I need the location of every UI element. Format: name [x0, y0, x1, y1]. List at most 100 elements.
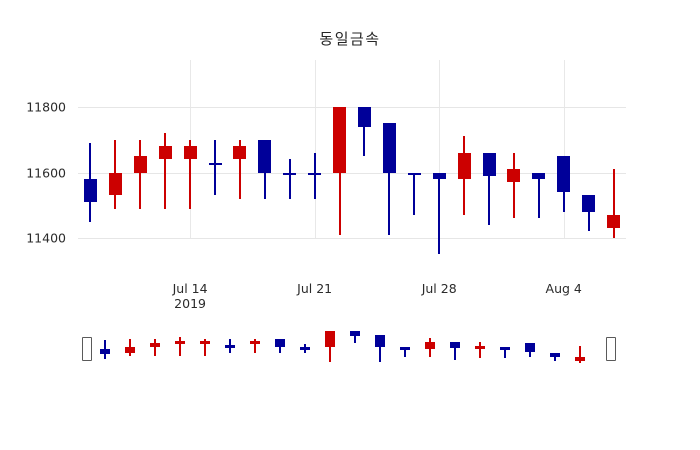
navigator-candle-wick	[453, 342, 456, 360]
candle-body	[158, 146, 172, 160]
navigator-candle-wick	[553, 352, 556, 362]
navigator-candle-body	[399, 347, 410, 350]
candlestick[interactable]	[233, 60, 247, 285]
candlestick[interactable]	[557, 60, 571, 285]
navigator[interactable]	[78, 325, 626, 371]
gridline-horizontal	[78, 172, 626, 174]
y-axis-tick-label: 11400	[26, 230, 66, 246]
candle-body	[333, 107, 347, 173]
navigator-candle-body	[324, 331, 335, 347]
navigator-candle-body	[249, 340, 260, 344]
navigator-candlestick	[349, 325, 360, 371]
candle-body	[607, 215, 621, 229]
x-axis-tick-date: Jul 14	[172, 281, 208, 296]
navigator-candlestick	[424, 325, 435, 371]
candlestick[interactable]	[258, 60, 272, 285]
x-axis-tick-label: Aug 4	[546, 281, 582, 296]
navigator-candle-body	[274, 339, 285, 347]
navigator-candlestick	[249, 325, 260, 371]
candlestick[interactable]	[407, 60, 421, 285]
x-axis-tick-label: Jul 28	[422, 281, 457, 296]
candlestick[interactable]	[158, 60, 172, 285]
candle-body	[407, 172, 421, 175]
candle-wick	[189, 139, 192, 209]
navigator-candle-wick	[578, 346, 581, 363]
x-axis-tick-label: Jul 14 2019	[173, 281, 208, 311]
candle-wick	[438, 172, 441, 255]
navigator-candle-body	[549, 352, 560, 357]
navigator-candlestick	[99, 325, 110, 371]
navigator-candle-body	[224, 344, 235, 348]
navigator-candlestick	[524, 325, 535, 371]
navigator-candle-body	[449, 342, 460, 348]
y-axis-tick-label: 11600	[26, 165, 66, 180]
candlestick[interactable]	[432, 60, 446, 285]
candle-body	[208, 162, 222, 165]
candle-wick	[537, 172, 540, 219]
candlestick[interactable]	[133, 60, 147, 285]
candle-body	[258, 139, 272, 173]
navigator-candlestick	[474, 325, 485, 371]
navigator-candle-body	[524, 343, 535, 352]
navigator-candle-body	[574, 357, 585, 361]
candlestick[interactable]	[457, 60, 471, 285]
navigator-left-handle[interactable]	[82, 337, 92, 361]
candlestick[interactable]	[83, 60, 97, 285]
candlestick[interactable]	[482, 60, 496, 285]
candlestick[interactable]	[507, 60, 521, 285]
candlestick[interactable]	[607, 60, 621, 285]
candlestick[interactable]	[333, 60, 347, 285]
candle-body	[83, 179, 97, 202]
candlestick[interactable]	[183, 60, 197, 285]
navigator-candlestick	[499, 325, 510, 371]
candle-body	[108, 172, 122, 196]
navigator-right-handle[interactable]	[606, 337, 616, 361]
candlestick[interactable]	[108, 60, 122, 285]
candle-body	[482, 152, 496, 176]
navigator-candle-body	[199, 340, 210, 344]
candle-body	[233, 146, 247, 160]
candlestick[interactable]	[308, 60, 322, 285]
navigator-candle-body	[424, 342, 435, 349]
candle-wick	[413, 172, 416, 216]
y-axis-tick-label: 11800	[26, 99, 66, 115]
gridline-vertical	[439, 60, 441, 238]
candle-body	[457, 152, 471, 180]
candle-wick	[139, 139, 142, 209]
navigator-candle-wick	[203, 339, 206, 356]
candlestick[interactable]	[283, 60, 297, 285]
candlestick[interactable]	[532, 60, 546, 285]
gridline-vertical	[563, 60, 565, 238]
candle-wick	[587, 195, 590, 232]
x-axis-tick-date: Jul 28	[421, 281, 457, 296]
chart-title: 동일금속	[319, 30, 381, 48]
navigator-candle-body	[174, 340, 185, 344]
candle-body	[308, 172, 322, 175]
navigator-candle-wick	[478, 342, 481, 359]
candle-body	[357, 107, 371, 127]
navigator-candle-body	[474, 346, 485, 350]
navigator-candlestick	[274, 325, 285, 371]
navigator-candle-body	[374, 335, 385, 347]
navigator-candlestick	[449, 325, 460, 371]
navigator-candle-wick	[353, 331, 356, 343]
navigator-candlestick	[399, 325, 410, 371]
navigator-candlestick	[149, 325, 160, 371]
navigator-candlestick	[549, 325, 560, 371]
x-axis-tick-label: Jul 21	[297, 281, 332, 296]
candle-wick	[612, 169, 615, 238]
navigator-candlestick	[199, 325, 210, 371]
gridline-vertical	[314, 60, 316, 238]
candlestick[interactable]	[208, 60, 222, 285]
candle-body	[283, 172, 297, 175]
navigator-candle-wick	[153, 339, 156, 356]
navigator-candle-wick	[378, 335, 381, 363]
candle-wick	[164, 133, 167, 209]
candlestick[interactable]	[382, 60, 396, 285]
candlestick[interactable]	[582, 60, 596, 285]
navigator-candle-wick	[503, 347, 506, 359]
navigator-candle-body	[124, 347, 135, 353]
navigator-candle-body	[349, 331, 360, 336]
candlestick[interactable]	[357, 60, 371, 285]
candle-wick	[214, 139, 216, 196]
